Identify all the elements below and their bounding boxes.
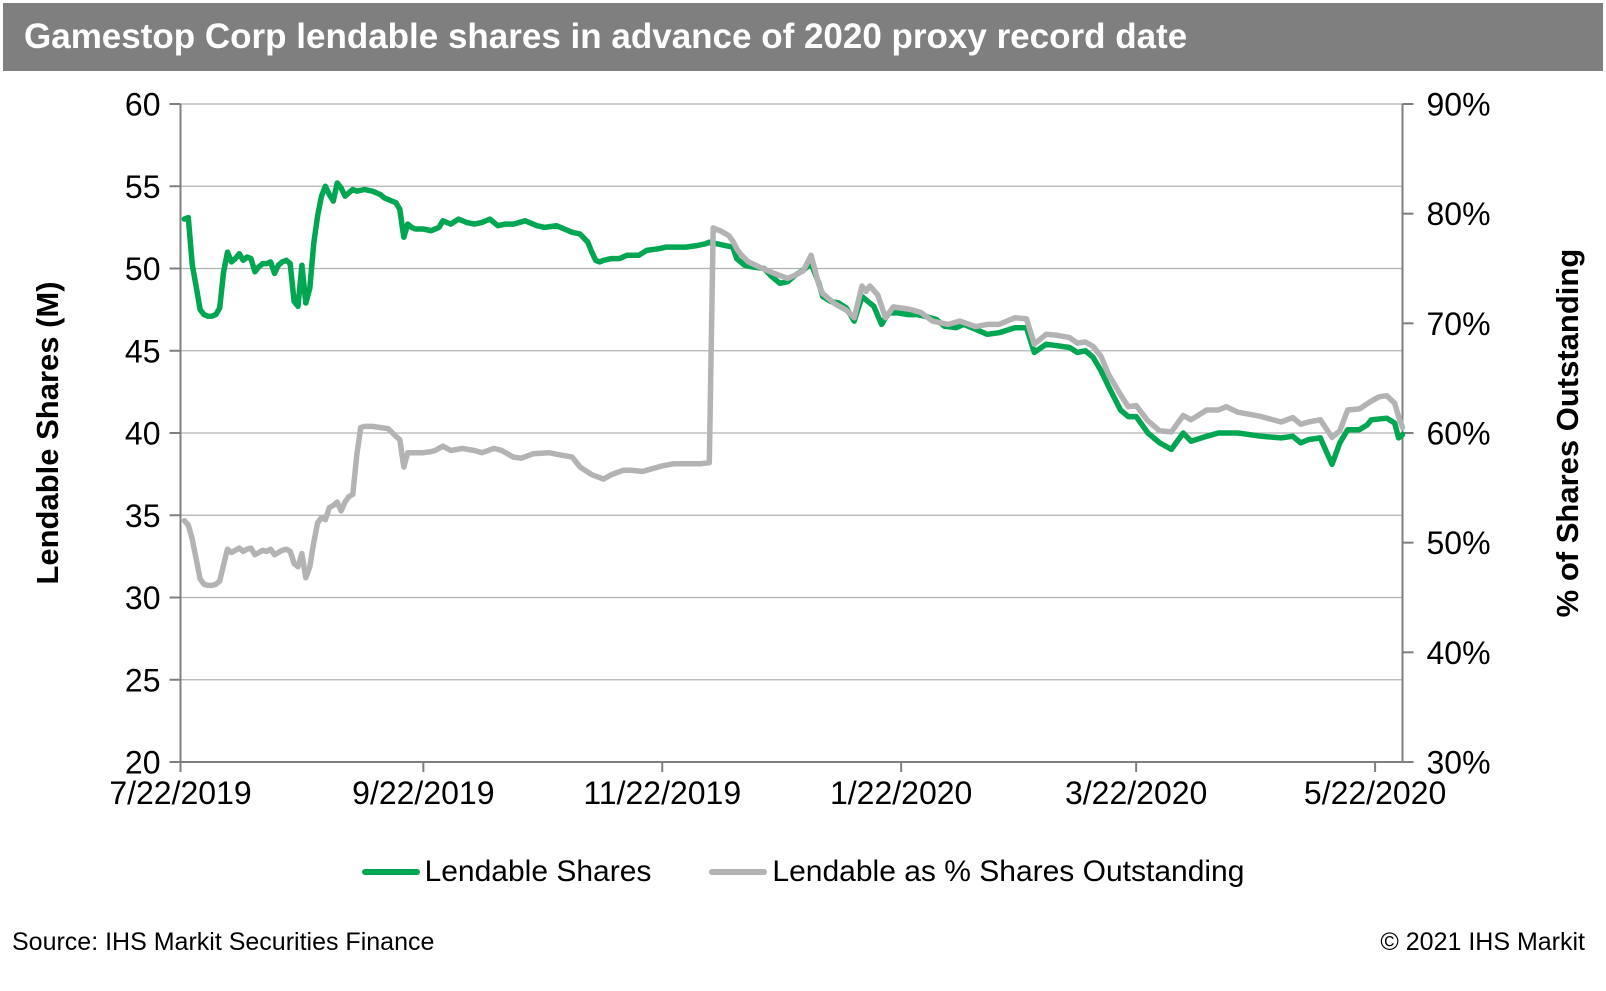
lendable-pct-swatch-icon [709,869,768,875]
chart-plot-area: 60 55 50 45 40 35 30 25 20 90% 80% 70% 60% 50% 40% 30% 7… [109,87,1491,811]
x-axis-tick-label: 11/22/2019 [583,775,741,811]
right-axis-tick-label: 70% [1427,306,1491,342]
lendable-pct-line [181,225,1406,589]
x-axis-tick-label: 1/22/2020 [830,775,972,811]
right-axis-tick-label: 30% [1427,745,1491,781]
chart-title-bar: Gamestop Corp lendable shares in advance… [3,3,1603,71]
left-axis-tick-label: 20 [125,745,161,781]
source-note: Source: IHS Markit Securities Finance [12,928,435,956]
chart-legend: Lendable Shares Lendable as % Shares Out… [0,855,1606,889]
legend-label-lendable-pct: Lendable as % Shares Outstanding [772,855,1245,888]
right-axis-tick-label: 50% [1427,525,1491,561]
x-axis-tick-label: 9/22/2019 [352,775,494,811]
right-axis-tick-label: 40% [1427,635,1491,671]
lendable-shares-line [181,180,1406,468]
left-axis-tick-label: 25 [125,662,161,698]
left-axis-title: Lendable Shares (M) [30,281,65,585]
left-axis-tick-label: 35 [125,498,161,534]
right-axis-tick-label: 60% [1427,416,1491,452]
left-axis-tick-label: 55 [125,169,161,205]
left-axis-tick-label: 60 [125,87,161,123]
right-axis-tick-label: 80% [1427,196,1491,232]
right-axis-title: % of Shares Outstanding [1550,248,1585,618]
legend-item-lendable-pct: Lendable as % Shares Outstanding [709,855,1244,889]
lendable-shares-swatch-icon [361,869,420,875]
left-axis-tick-label: 45 [125,333,161,369]
left-axis-tick-label: 40 [125,416,161,452]
legend-label-lendable-shares: Lendable Shares [424,855,652,888]
chart-title: Gamestop Corp lendable shares in advance… [24,17,1188,56]
x-axis-tick-label: 7/22/2019 [109,775,251,811]
copyright-note: © 2021 IHS Markit [1380,928,1585,956]
legend-item-lendable-shares: Lendable Shares [361,855,652,889]
left-axis-tick-label: 30 [125,580,161,616]
x-axis-tick-label: 3/22/2020 [1065,775,1207,811]
right-axis-tick-label: 90% [1427,87,1491,123]
left-axis-tick-label: 50 [125,251,161,287]
x-axis-tick-label: 5/22/2020 [1304,775,1446,811]
